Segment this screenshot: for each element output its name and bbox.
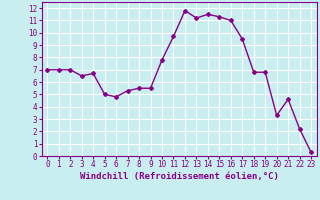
X-axis label: Windchill (Refroidissement éolien,°C): Windchill (Refroidissement éolien,°C) (80, 172, 279, 181)
